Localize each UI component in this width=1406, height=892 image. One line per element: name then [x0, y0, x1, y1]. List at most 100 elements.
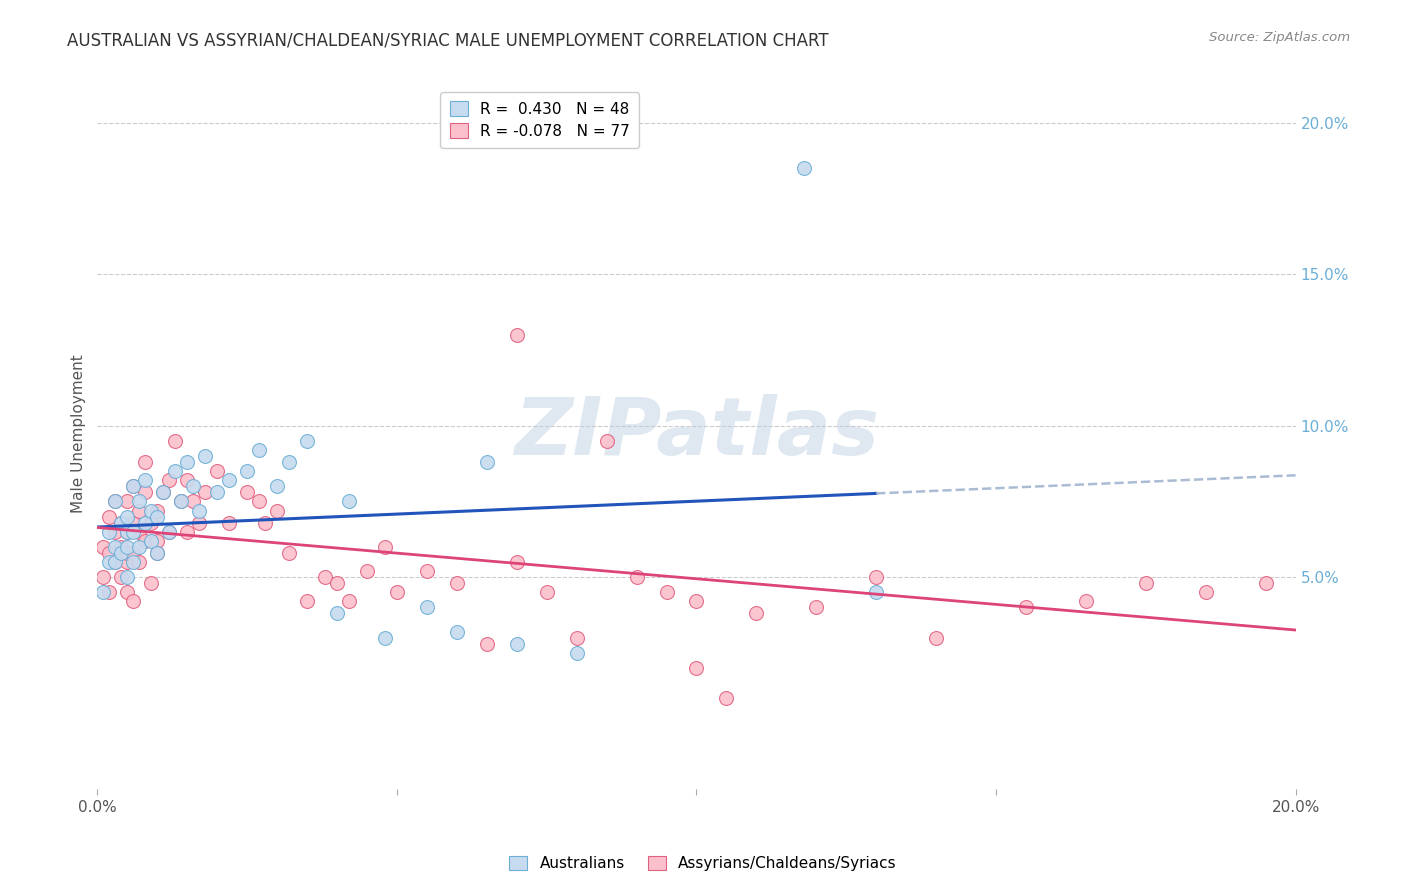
Point: [141, 516, 163, 530]
Point: [356, 564, 378, 578]
Point: [117, 540, 139, 554]
Point: [337, 594, 360, 608]
Point: [122, 516, 145, 530]
Point: [326, 576, 349, 591]
Point: [1135, 576, 1157, 591]
Legend: R =  0.430   N = 48, R = -0.078   N = 77: R = 0.430 N = 48, R = -0.078 N = 77: [440, 92, 640, 148]
Point: [218, 516, 240, 530]
Point: [157, 473, 180, 487]
Point: [475, 637, 498, 651]
Point: [104, 555, 127, 569]
Point: [536, 585, 558, 599]
Point: [655, 585, 678, 599]
Point: [314, 570, 336, 584]
Point: [98, 585, 121, 599]
Point: [446, 576, 468, 591]
Point: [141, 503, 163, 517]
Point: [122, 524, 145, 539]
Point: [416, 564, 439, 578]
Point: [506, 327, 529, 342]
Point: [925, 631, 948, 645]
Point: [98, 555, 121, 569]
Point: [506, 555, 529, 569]
Point: [141, 576, 163, 591]
Point: [122, 555, 145, 569]
Point: [865, 570, 887, 584]
Point: [446, 624, 468, 639]
Point: [98, 524, 121, 539]
Point: [157, 524, 180, 539]
Text: AUSTRALIAN VS ASSYRIAN/CHALDEAN/SYRIAC MALE UNEMPLOYMENT CORRELATION CHART: AUSTRALIAN VS ASSYRIAN/CHALDEAN/SYRIAC M…: [67, 31, 830, 49]
Point: [110, 516, 132, 530]
Point: [236, 485, 259, 500]
Point: [117, 524, 139, 539]
Point: [278, 455, 301, 469]
Point: [98, 546, 121, 560]
Point: [745, 607, 768, 621]
Point: [134, 485, 156, 500]
Point: [93, 540, 115, 554]
Point: [716, 691, 738, 706]
Point: [110, 546, 132, 560]
Point: [565, 646, 588, 660]
Point: [865, 585, 887, 599]
Point: [565, 631, 588, 645]
Point: [793, 161, 815, 176]
Point: [141, 533, 163, 548]
Point: [146, 533, 169, 548]
Point: [157, 524, 180, 539]
Point: [806, 600, 828, 615]
Text: ZIPatlas: ZIPatlas: [515, 394, 879, 472]
Point: [110, 540, 132, 554]
Point: [128, 524, 150, 539]
Point: [205, 485, 228, 500]
Point: [266, 503, 288, 517]
Point: [170, 494, 193, 508]
Y-axis label: Male Unemployment: Male Unemployment: [72, 354, 86, 513]
Point: [194, 485, 217, 500]
Point: [93, 585, 115, 599]
Point: [146, 546, 169, 560]
Point: [188, 516, 211, 530]
Point: [117, 524, 139, 539]
Point: [176, 455, 198, 469]
Point: [122, 594, 145, 608]
Point: [98, 509, 121, 524]
Legend: Australians, Assyrians/Chaldeans/Syriacs: Australians, Assyrians/Chaldeans/Syriacs: [503, 849, 903, 877]
Point: [117, 555, 139, 569]
Point: [337, 494, 360, 508]
Point: [374, 540, 396, 554]
Point: [146, 509, 169, 524]
Point: [278, 546, 301, 560]
Point: [117, 494, 139, 508]
Point: [1254, 576, 1277, 591]
Point: [122, 479, 145, 493]
Point: [685, 594, 707, 608]
Point: [295, 594, 318, 608]
Point: [236, 464, 259, 478]
Point: [506, 637, 529, 651]
Point: [110, 570, 132, 584]
Point: [247, 442, 270, 457]
Point: [104, 524, 127, 539]
Point: [1015, 600, 1038, 615]
Point: [134, 455, 156, 469]
Point: [128, 540, 150, 554]
Point: [104, 540, 127, 554]
Point: [104, 494, 127, 508]
Point: [1074, 594, 1097, 608]
Point: [181, 479, 204, 493]
Point: [134, 473, 156, 487]
Point: [134, 516, 156, 530]
Point: [194, 449, 217, 463]
Point: [374, 631, 396, 645]
Point: [128, 494, 150, 508]
Point: [122, 546, 145, 560]
Point: [176, 473, 198, 487]
Point: [165, 464, 187, 478]
Point: [122, 479, 145, 493]
Point: [134, 533, 156, 548]
Point: [152, 485, 174, 500]
Text: Source: ZipAtlas.com: Source: ZipAtlas.com: [1209, 31, 1350, 45]
Point: [254, 516, 277, 530]
